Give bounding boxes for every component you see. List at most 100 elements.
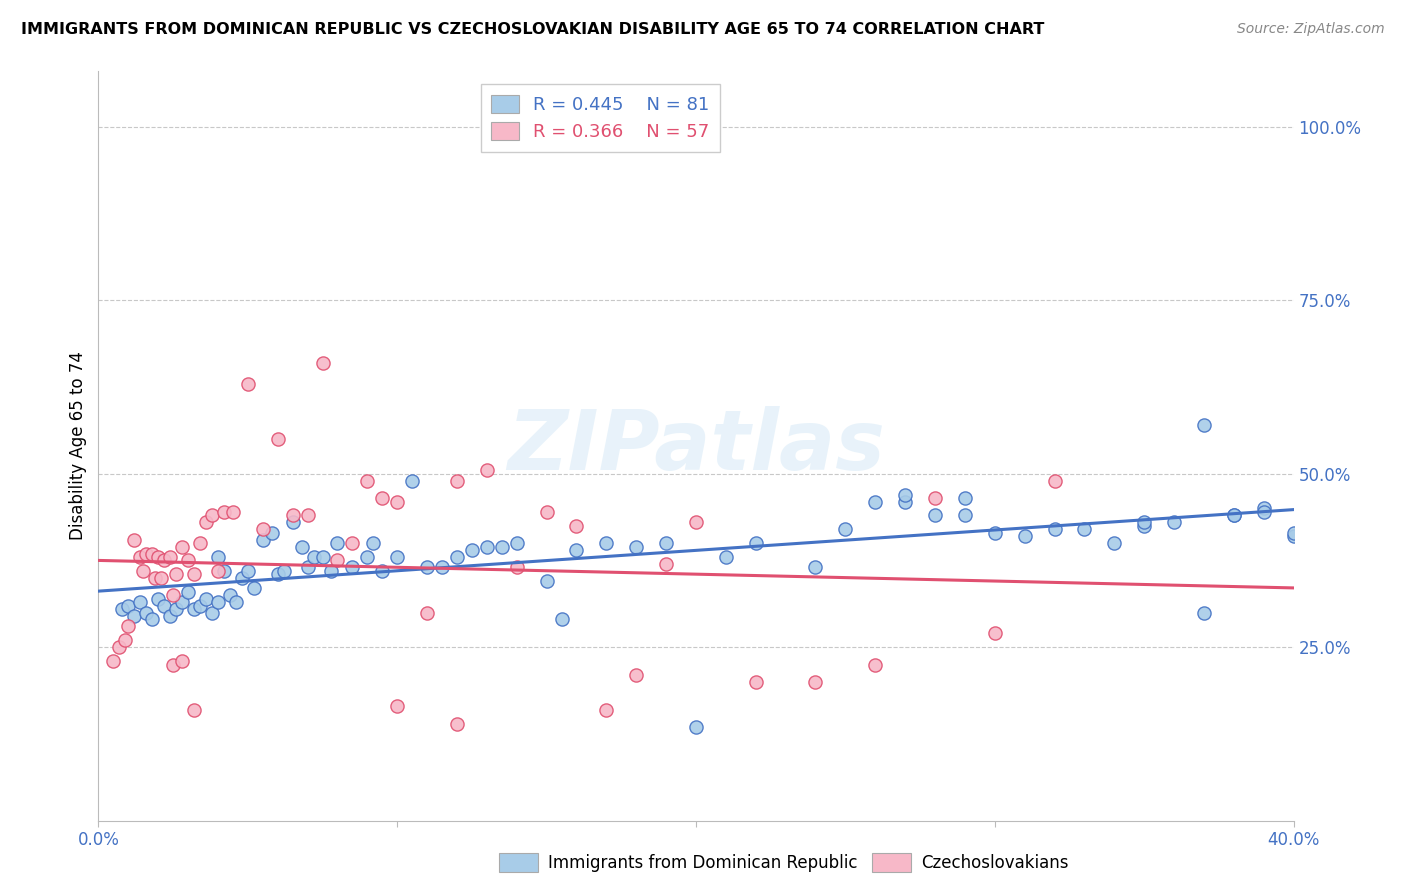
Point	[219, 588, 242, 602]
Point	[1133, 516, 1156, 530]
Point	[1163, 516, 1185, 530]
Point	[1282, 529, 1305, 543]
Point	[565, 543, 588, 558]
Point	[225, 595, 247, 609]
Point	[111, 602, 134, 616]
Text: Immigrants from Dominican Republic: Immigrants from Dominican Republic	[548, 854, 858, 871]
Point	[371, 491, 394, 505]
Point	[195, 591, 218, 606]
Point	[267, 567, 290, 582]
Point	[297, 560, 319, 574]
Point	[506, 536, 529, 550]
Point	[311, 549, 333, 564]
Point	[143, 571, 166, 585]
Point	[626, 668, 648, 682]
Point	[536, 574, 558, 589]
Point	[342, 560, 364, 574]
Point	[231, 571, 253, 585]
Point	[117, 599, 139, 613]
Point	[984, 525, 1007, 540]
Point	[834, 522, 856, 536]
Point	[124, 609, 146, 624]
Point	[207, 564, 229, 578]
Point	[446, 549, 468, 564]
Point	[281, 516, 304, 530]
Text: Source: ZipAtlas.com: Source: ZipAtlas.com	[1237, 22, 1385, 37]
Point	[212, 505, 235, 519]
Point	[148, 591, 170, 606]
Point	[894, 487, 917, 501]
Point	[416, 560, 439, 574]
Legend: R = 0.445    N = 81, R = 0.366    N = 57: R = 0.445 N = 81, R = 0.366 N = 57	[481, 84, 720, 152]
Point	[475, 540, 498, 554]
Point	[162, 657, 184, 672]
Point	[461, 543, 484, 558]
Point	[183, 567, 205, 582]
Point	[153, 553, 176, 567]
Point	[595, 536, 617, 550]
Point	[201, 606, 224, 620]
Point	[201, 508, 224, 523]
Point	[356, 474, 378, 488]
Point	[141, 547, 163, 561]
Point	[326, 553, 349, 567]
Point	[108, 640, 131, 655]
Point	[430, 560, 453, 574]
Point	[363, 536, 385, 550]
Point	[506, 560, 529, 574]
Point	[626, 540, 648, 554]
Point	[114, 633, 136, 648]
Point	[714, 549, 737, 564]
Point	[416, 606, 439, 620]
Point	[1282, 525, 1305, 540]
Point	[141, 612, 163, 626]
Point	[165, 567, 187, 582]
Point	[1043, 522, 1066, 536]
Point	[177, 553, 200, 567]
Point	[281, 508, 304, 523]
Point	[565, 518, 588, 533]
Point	[745, 674, 768, 689]
Point	[865, 657, 887, 672]
Point	[1104, 536, 1126, 550]
Point	[326, 536, 349, 550]
Point	[165, 602, 187, 616]
Point	[159, 549, 181, 564]
Point	[685, 516, 707, 530]
Point	[188, 599, 211, 613]
Point	[356, 549, 378, 564]
Point	[207, 595, 229, 609]
Point	[953, 508, 976, 523]
Point	[385, 494, 409, 508]
Point	[236, 564, 259, 578]
Point	[273, 564, 295, 578]
Point	[267, 432, 290, 446]
Point	[385, 699, 409, 714]
Point	[311, 356, 333, 370]
Point	[188, 536, 211, 550]
Point	[252, 522, 274, 536]
Point	[1014, 529, 1036, 543]
Point	[172, 595, 194, 609]
Text: Czechoslovakians: Czechoslovakians	[921, 854, 1069, 871]
Point	[153, 599, 176, 613]
Point	[222, 505, 245, 519]
Point	[595, 703, 617, 717]
Point	[1073, 522, 1095, 536]
Point	[924, 491, 946, 505]
Y-axis label: Disability Age 65 to 74: Disability Age 65 to 74	[69, 351, 87, 541]
Point	[321, 564, 343, 578]
Point	[401, 474, 423, 488]
Point	[177, 584, 200, 599]
Point	[260, 525, 283, 540]
Point	[1192, 418, 1215, 433]
Point	[302, 549, 325, 564]
Point	[550, 612, 572, 626]
Point	[804, 674, 827, 689]
Point	[475, 463, 498, 477]
Point	[865, 494, 887, 508]
Point	[103, 654, 125, 668]
Point	[159, 609, 181, 624]
Point	[132, 564, 155, 578]
Point	[342, 536, 364, 550]
